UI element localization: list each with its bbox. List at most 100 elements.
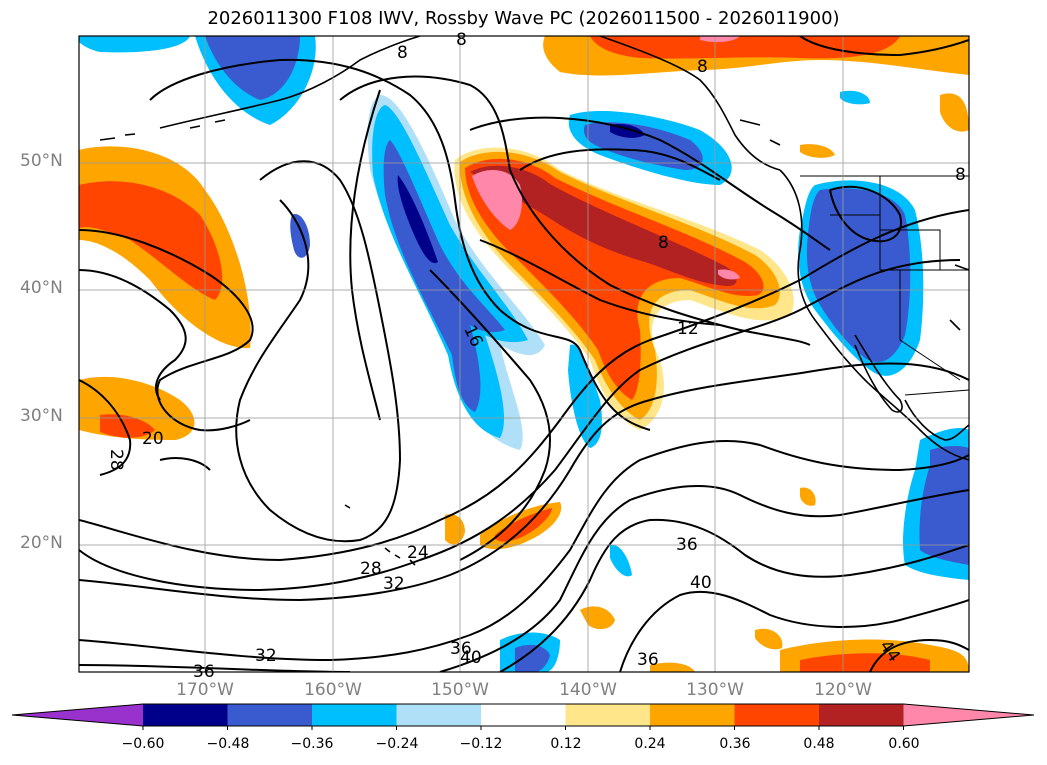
contour-label: 8 (658, 233, 669, 253)
colorbar-segment (227, 704, 313, 726)
negative-anomaly-area (806, 188, 911, 363)
mexico-coast (904, 399, 969, 441)
iwv-contour (349, 89, 381, 421)
contour-label: 32 (383, 574, 405, 594)
iwv-contour (159, 457, 211, 471)
border-layer (800, 175, 969, 396)
negative-anomaly-area (515, 644, 550, 672)
iwv-contour (469, 116, 831, 251)
iwv-contour (235, 160, 402, 543)
colorbar-tick-label: −0.24 (375, 736, 419, 752)
contour-label: 8 (697, 57, 708, 77)
north-america-coast (779, 169, 969, 461)
baja-peninsula (854, 334, 903, 413)
lon-label: 160°W (304, 680, 362, 700)
contour-label: 36 (676, 535, 698, 555)
positive-anomaly-area (755, 628, 783, 650)
state-border (879, 176, 969, 271)
iwv-contour (339, 75, 811, 346)
aleutian-islands (99, 119, 226, 141)
iwv-contour (79, 259, 961, 592)
positive-anomaly-area (800, 144, 835, 158)
lat-label: 40°N (20, 278, 63, 298)
iwv-contour (149, 58, 651, 431)
coastline-layer (99, 36, 969, 566)
contour-label: 40 (460, 648, 482, 668)
negative-anomaly-area (610, 544, 632, 577)
state-border (899, 270, 961, 381)
colorbar-tick-label: −0.12 (459, 736, 503, 752)
positive-anomaly-area (700, 36, 740, 43)
negative-anomaly-area (205, 36, 300, 100)
lat-label: 50°N (20, 151, 63, 171)
contour-label: 28 (360, 559, 382, 579)
positive-anomaly-area (940, 93, 969, 132)
colorbar-segment (312, 704, 397, 726)
iwv-contour (79, 269, 187, 401)
colorbar (11, 703, 1035, 730)
lon-label: 140°W (559, 680, 617, 700)
colorbar-tick-label: −0.48 (206, 736, 250, 752)
lon-label: 150°W (431, 680, 489, 700)
iwv-contour (79, 379, 132, 476)
contour-label: 8 (456, 30, 467, 50)
colorbar-segment (143, 704, 228, 726)
colorbar-extend-min (12, 704, 143, 726)
colorbar-tick-label: 0.36 (719, 736, 751, 752)
positive-anomaly-area (580, 606, 615, 630)
colorbar-tick-label: −0.36 (290, 736, 334, 752)
colorbar-extend-max (903, 704, 1034, 726)
lon-label: 170°W (176, 680, 234, 700)
colorbar-tick-label: −0.60 (121, 736, 165, 752)
colorbar-segment (396, 704, 482, 726)
iwv-contour (799, 36, 969, 57)
gulf-alaska-coast (599, 36, 781, 171)
iwv-contour (429, 269, 551, 561)
negative-anomaly-area (397, 175, 438, 264)
lat-label: 20°N (20, 533, 63, 553)
positive-anomaly-area (590, 36, 900, 59)
colorbar-tick-label: 0.24 (634, 736, 666, 752)
positive-anomaly-area (718, 269, 740, 280)
lon-label: 130°W (686, 680, 744, 700)
iwv-contour (869, 638, 969, 672)
colorbar-segment (734, 704, 820, 726)
colorbar-segment (565, 704, 651, 726)
lon-label: 120°W (814, 680, 872, 700)
iwv-contour (479, 239, 721, 326)
iwv-contour (619, 590, 969, 672)
contour-label: 8 (397, 43, 408, 63)
positive-anomaly-area (800, 653, 930, 672)
colorbar-segment (650, 704, 735, 726)
positive-anomaly-area (650, 662, 695, 672)
positive-anomaly-area (79, 181, 223, 300)
negative-anomaly-area (290, 214, 310, 258)
positive-anomaly-area (800, 487, 816, 506)
alaska-coast (159, 36, 421, 129)
colorbar-tick-label: 0.48 (803, 736, 835, 752)
negative-anomaly-area (79, 36, 190, 53)
colorbar-segment (819, 704, 904, 726)
chart-title: 2026011300 F108 IWV, Rossby Wave PC (202… (207, 8, 840, 29)
lat-label: 30°N (20, 406, 63, 426)
us-mexico-border (904, 389, 969, 396)
contour-label: 32 (255, 646, 277, 666)
contour-label: 40 (690, 573, 712, 593)
plot-frame (78, 35, 970, 673)
hawaii-islands (344, 504, 416, 566)
contour-label: 8 (955, 165, 966, 185)
negative-anomaly-area (919, 445, 969, 565)
contour-label: 20 (142, 429, 164, 449)
colorbar-segment (481, 704, 566, 726)
negative-anomaly-area (840, 90, 870, 105)
contour-label: 24 (407, 543, 429, 563)
positive-anomaly-area (100, 414, 155, 438)
contour-label: 36 (450, 639, 472, 659)
colorbar-tick-label: 0.12 (550, 736, 582, 752)
grid-layer (79, 36, 969, 672)
positive-anomaly-area (465, 158, 764, 400)
colorbar-tick-label: 0.60 (888, 736, 920, 752)
iwv-contour (439, 485, 969, 672)
iwv-contour (499, 518, 969, 672)
contour-label: 12 (677, 319, 699, 339)
